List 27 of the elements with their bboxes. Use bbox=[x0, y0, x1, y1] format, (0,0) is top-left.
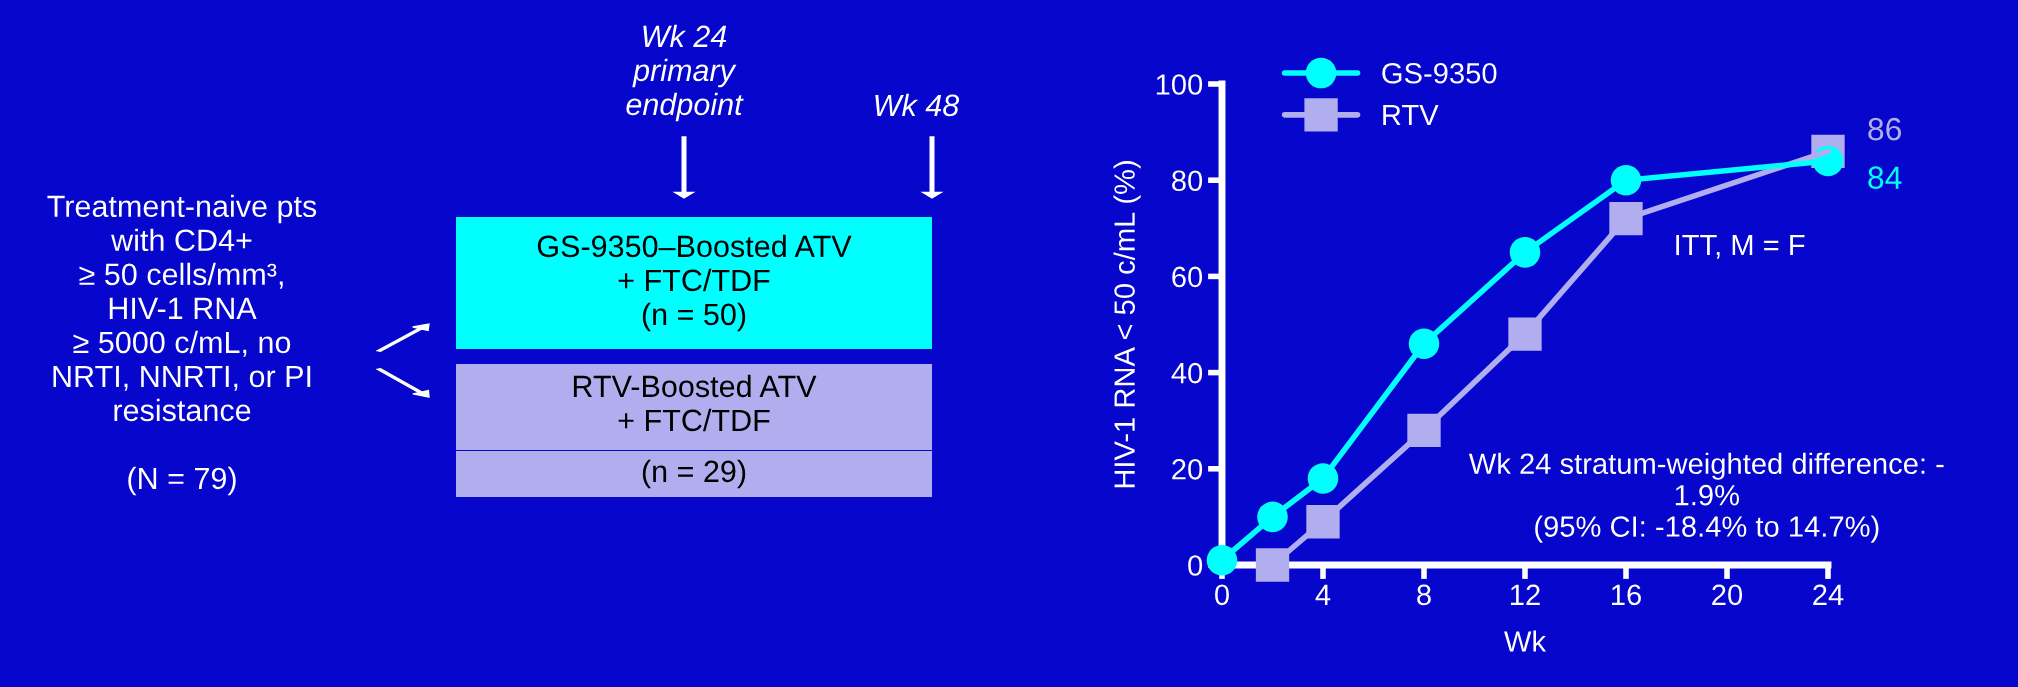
x-tick-label: 12 bbox=[1511, 584, 1540, 605]
x-tick-label: 8 bbox=[1417, 584, 1431, 606]
y-tick-label: 40 bbox=[1171, 362, 1203, 384]
text: Treatment-naive pts with CD4+ ≥ 50 cells/mm³, HIV-1 RNA ≥ 5000 c/mL, no NRTI, NNRTI, or PI resistance (N = 79) bbox=[47, 194, 317, 496]
annotation: Wk 24 stratum-weighted difference: - 1.9% (95% CI: -18.4% to 14.7%) bbox=[1468, 452, 1944, 543]
y-tick-label: 100 bbox=[1156, 74, 1203, 95]
data-label: 84 bbox=[1868, 166, 1902, 189]
y-tick-label: 20 bbox=[1172, 459, 1203, 480]
legend-label: GS-9350 bbox=[1382, 62, 1497, 84]
y-tick-label: 0 bbox=[1188, 555, 1203, 576]
data-label: 86 bbox=[1868, 117, 1902, 141]
x-tick-label: 0 bbox=[1215, 584, 1229, 606]
x-tick-label: 16 bbox=[1612, 584, 1641, 606]
legend-label: RTV bbox=[1383, 104, 1439, 126]
annotation: ITT, M = F bbox=[1676, 235, 1805, 259]
text: RTV-Boosted ATV + FTC/TDF bbox=[573, 374, 817, 432]
x-axis-title: Wk bbox=[1504, 630, 1547, 652]
x-tick-label: 24 bbox=[1813, 584, 1844, 605]
text: Wk 24 primary endpoint bbox=[626, 24, 744, 122]
y-tick-label: 60 bbox=[1172, 266, 1203, 288]
text: Wk 48 bbox=[875, 93, 960, 117]
text: (n = 29) bbox=[642, 459, 746, 489]
text: GS-9350–Boosted ATV + FTC/TDF (n = 50) bbox=[537, 234, 852, 332]
y-axis-title: HIV-1 RNA < 50 c/mL (%) bbox=[1113, 161, 1141, 488]
y-tick-label: 80 bbox=[1172, 170, 1203, 192]
x-tick-label: 20 bbox=[1712, 584, 1743, 606]
x-tick-label: 4 bbox=[1315, 584, 1331, 605]
